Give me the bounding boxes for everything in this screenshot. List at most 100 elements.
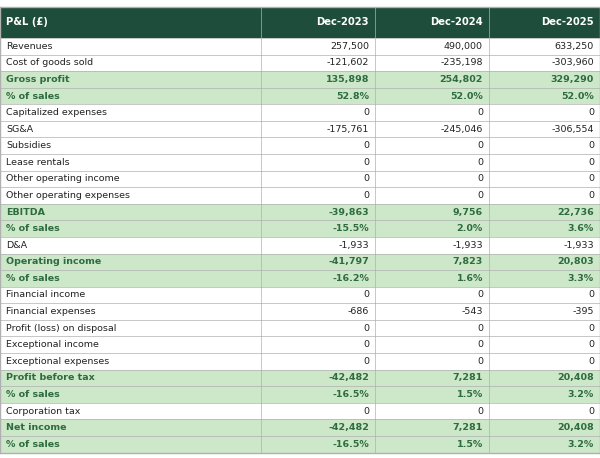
Text: 20,408: 20,408	[557, 423, 594, 432]
Text: Capitalized expenses: Capitalized expenses	[6, 108, 107, 117]
Text: -16.2%: -16.2%	[332, 274, 369, 283]
Text: 0: 0	[363, 174, 369, 184]
Bar	[375, 154, 489, 171]
Text: 0: 0	[477, 158, 483, 167]
Text: -1,933: -1,933	[563, 241, 594, 250]
Text: 0: 0	[477, 324, 483, 333]
Text: 7,823: 7,823	[453, 257, 483, 267]
Bar	[489, 154, 600, 171]
Text: 52.0%: 52.0%	[450, 92, 483, 101]
Text: -235,198: -235,198	[440, 58, 483, 67]
Bar	[261, 88, 375, 104]
Text: 52.8%: 52.8%	[336, 92, 369, 101]
Bar	[0, 187, 261, 204]
Bar	[0, 154, 261, 171]
Bar	[375, 104, 489, 121]
Text: 0: 0	[588, 141, 594, 150]
Text: Other operating expenses: Other operating expenses	[6, 191, 130, 200]
Text: 0: 0	[477, 407, 483, 415]
Text: 0: 0	[588, 340, 594, 349]
Bar	[0, 38, 261, 55]
Bar	[261, 303, 375, 320]
Bar	[0, 88, 261, 104]
Bar	[0, 287, 261, 303]
Text: 7,281: 7,281	[452, 373, 483, 382]
Bar	[489, 337, 600, 353]
Bar	[489, 353, 600, 370]
Bar	[0, 171, 261, 187]
Bar	[375, 254, 489, 270]
Bar	[0, 403, 261, 420]
Bar	[489, 237, 600, 254]
Bar	[375, 420, 489, 436]
Text: -16.5%: -16.5%	[332, 440, 369, 449]
Bar	[489, 171, 600, 187]
Bar	[375, 204, 489, 220]
Bar	[375, 55, 489, 71]
Bar	[489, 88, 600, 104]
Text: Lease rentals: Lease rentals	[6, 158, 70, 167]
Text: 0: 0	[588, 357, 594, 366]
Bar	[0, 320, 261, 337]
Text: 9,756: 9,756	[453, 207, 483, 217]
Bar	[0, 436, 261, 453]
Bar	[375, 88, 489, 104]
Bar	[489, 403, 600, 420]
Bar	[0, 386, 261, 403]
Bar	[261, 154, 375, 171]
Text: -1,933: -1,933	[338, 241, 369, 250]
Bar	[261, 71, 375, 88]
Bar	[375, 71, 489, 88]
Bar	[261, 121, 375, 137]
Text: Profit (loss) on disposal: Profit (loss) on disposal	[6, 324, 116, 333]
Bar	[261, 287, 375, 303]
Text: 490,000: 490,000	[444, 42, 483, 51]
Text: 1.5%: 1.5%	[457, 390, 483, 399]
Bar	[489, 386, 600, 403]
Text: -175,761: -175,761	[326, 125, 369, 134]
Bar	[0, 71, 261, 88]
Text: 0: 0	[363, 290, 369, 300]
Text: 0: 0	[477, 340, 483, 349]
Text: 0: 0	[588, 158, 594, 167]
Text: -395: -395	[572, 307, 594, 316]
Text: 0: 0	[588, 324, 594, 333]
Text: -1,933: -1,933	[452, 241, 483, 250]
Bar	[489, 303, 600, 320]
Text: 0: 0	[477, 174, 483, 184]
Bar	[489, 370, 600, 386]
Bar	[261, 187, 375, 204]
Bar	[261, 436, 375, 453]
Bar	[375, 38, 489, 55]
Bar	[489, 270, 600, 287]
Bar	[375, 270, 489, 287]
Text: 0: 0	[588, 174, 594, 184]
Bar	[261, 104, 375, 121]
Text: Operating income: Operating income	[6, 257, 101, 267]
Bar	[375, 220, 489, 237]
Text: 20,803: 20,803	[557, 257, 594, 267]
Text: 3.2%: 3.2%	[568, 390, 594, 399]
Text: 633,250: 633,250	[555, 42, 594, 51]
Bar	[0, 254, 261, 270]
Text: -303,960: -303,960	[551, 58, 594, 67]
Text: 20,408: 20,408	[557, 373, 594, 382]
Text: 0: 0	[588, 191, 594, 200]
Bar	[375, 171, 489, 187]
Text: 0: 0	[477, 290, 483, 300]
Text: 0: 0	[363, 158, 369, 167]
Bar	[375, 436, 489, 453]
Text: -39,863: -39,863	[328, 207, 369, 217]
Text: 0: 0	[363, 324, 369, 333]
Text: -15.5%: -15.5%	[332, 224, 369, 233]
Text: 0: 0	[477, 108, 483, 117]
Bar	[261, 55, 375, 71]
Text: Financial expenses: Financial expenses	[6, 307, 95, 316]
Text: 3.6%: 3.6%	[568, 224, 594, 233]
Bar	[375, 7, 489, 38]
Bar	[489, 220, 600, 237]
Bar	[261, 370, 375, 386]
Bar	[0, 55, 261, 71]
Text: Cost of goods sold: Cost of goods sold	[6, 58, 93, 67]
Bar	[375, 187, 489, 204]
